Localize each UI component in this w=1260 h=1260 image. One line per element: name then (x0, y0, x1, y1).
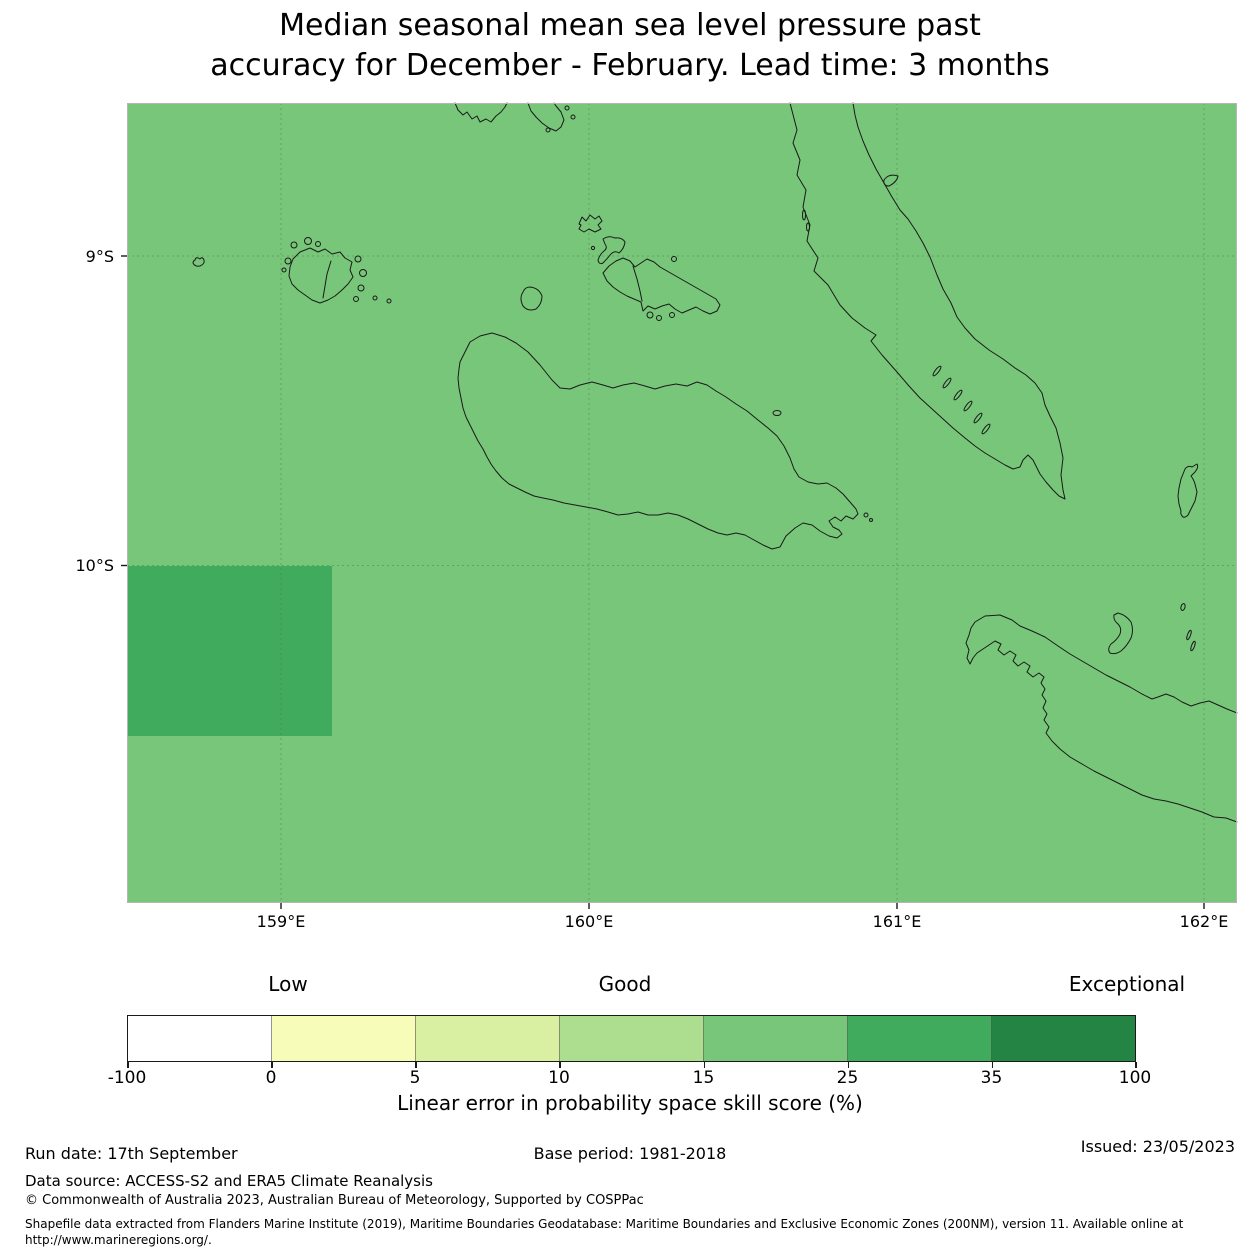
coastline-russell-main (288, 247, 354, 304)
y-axis-label-10s: 10°S (75, 556, 114, 575)
coastline-malaita (789, 102, 1066, 500)
colorbar-ticklabel-35: 35 (980, 1068, 1003, 1088)
three-sisters-islets (1180, 603, 1196, 652)
colorbar-label-low: Low (268, 972, 308, 996)
colorbar-tick (127, 1062, 129, 1068)
colorbar-ticklabel-neg100: -100 (107, 1068, 147, 1088)
colorbar-label-good: Good (598, 972, 652, 996)
x-axis-label-161e: 161°E (872, 912, 922, 931)
x-axis-label-160e: 160°E (564, 912, 614, 931)
footer-copyright: © Commonwealth of Australia 2023, Austra… (25, 1193, 644, 1208)
chart-title-line2: accuracy for December - February. Lead t… (210, 48, 1050, 83)
coastline-west-islet (192, 257, 205, 267)
coastline-ugi (1108, 612, 1133, 655)
islet (656, 315, 662, 321)
chart-title-line1: Median seasonal mean sea level pressure … (279, 8, 981, 43)
chart-title: Median seasonal mean sea level pressure … (0, 6, 1260, 86)
malaita-lagoon-islets (802, 209, 991, 435)
footer-data-source: Data source: ACCESS-S2 and ERA5 Climate … (25, 1172, 433, 1190)
map-area (121, 102, 1238, 909)
colorbar-ticklabel-5: 5 (409, 1068, 421, 1088)
colorbar-segment-5-10 (416, 1016, 560, 1061)
colorbar-tick (703, 1062, 705, 1068)
axis-ticks (121, 255, 1205, 909)
islet (570, 114, 576, 120)
colorbar-ticklabel-15: 15 (692, 1068, 715, 1088)
coastline-makira (965, 614, 1238, 823)
nggela-channel (632, 265, 643, 302)
footer-shapefile-note: Shapefile data extracted from Flanders M… (25, 1217, 1184, 1247)
colorbar-segment-35-100 (992, 1016, 1135, 1061)
colorbar-segment-25-35 (848, 1016, 992, 1061)
footer-issued: Issued: 23/05/2023 (1080, 1137, 1235, 1156)
coastline-nggela-hook-islet (597, 236, 626, 265)
colorbar-tick (271, 1062, 273, 1068)
islet (646, 311, 654, 319)
colorbar-ticklabel-10: 10 (548, 1068, 570, 1088)
colorbar-ticklabel-100: 100 (1118, 1068, 1152, 1088)
islet (545, 127, 551, 133)
footer-run-date: Run date: 17th September (25, 1144, 238, 1163)
islet-marau (863, 512, 869, 518)
colorbar-tick (415, 1062, 417, 1068)
highlight-grid-cell (127, 566, 332, 736)
colorbar-segment-15-25 (704, 1016, 848, 1061)
colorbar-segment-neg100-0 (128, 1016, 272, 1061)
colorbar (127, 1015, 1136, 1062)
map-svg (121, 102, 1238, 909)
russell-islets (281, 237, 392, 304)
coastline-nggela-nw-islet (578, 214, 603, 233)
colorbar-segment-10-15 (560, 1016, 704, 1061)
colorbar-tick (1135, 1062, 1137, 1068)
colorbar-ticklabel-25: 25 (836, 1068, 859, 1088)
islet (564, 105, 570, 111)
islet (590, 245, 596, 251)
colorbar-tick (847, 1062, 849, 1068)
coastline-nggela-main (602, 257, 721, 315)
colorbar-label-exceptional: Exceptional (1068, 972, 1186, 996)
coastlines (192, 102, 1238, 823)
map-background (127, 103, 1237, 903)
islet (669, 312, 675, 318)
colorbar-tick (559, 1062, 561, 1068)
coastline-dai-island (883, 174, 899, 187)
islet-off-guadalcanal (772, 410, 782, 416)
colorbar-tick (991, 1062, 993, 1068)
coastline-savo (520, 286, 543, 311)
footer-base-period: Base period: 1981-2018 (533, 1144, 727, 1163)
coastline-guadalcanal (457, 332, 859, 550)
colorbar-ticklabel-0: 0 (265, 1068, 277, 1088)
graticule (127, 103, 1237, 903)
coastline-santa-isabel-east-tip (527, 102, 565, 132)
russell-channel (322, 260, 332, 299)
x-axis-label-162e: 162°E (1179, 912, 1229, 931)
colorbar-segment-0-5 (272, 1016, 416, 1061)
coastline-santa-isabel-west-tip (454, 102, 508, 123)
y-axis-label-9s: 9°S (85, 247, 114, 266)
x-axis-label-159e: 159°E (256, 912, 306, 931)
islet (671, 256, 677, 262)
coastline-ulawa (1177, 463, 1199, 518)
islet-marau (869, 518, 873, 522)
colorbar-axis-label: Linear error in probability space skill … (397, 1091, 863, 1115)
map-frame (127, 103, 1237, 903)
